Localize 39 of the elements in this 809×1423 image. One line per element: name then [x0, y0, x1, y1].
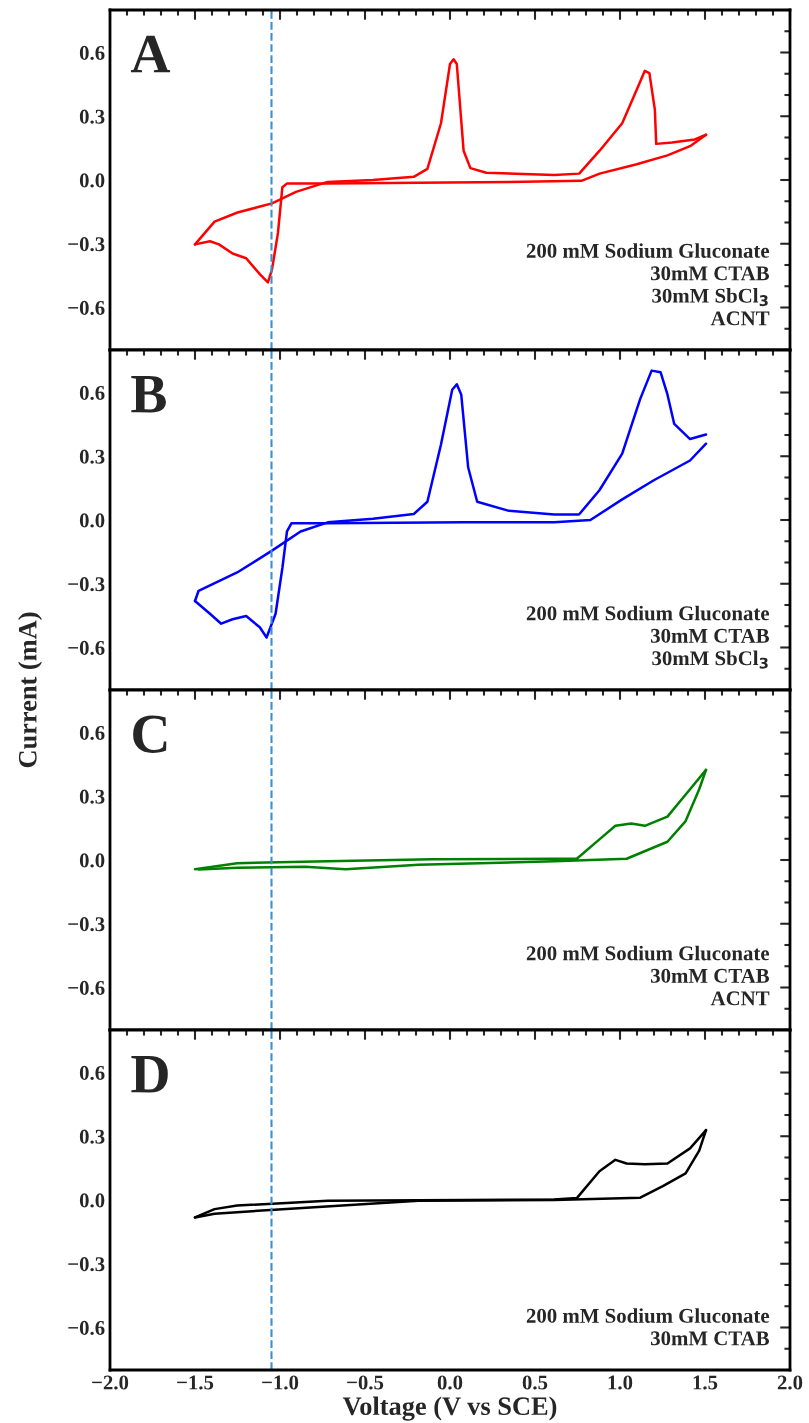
- annotation: C: [133, 715, 167, 753]
- annotation: 200 mM Sodium Gluconate 30mM CTAB 30mM SbCl$_{3}$ ACNT: [526, 243, 770, 326]
- x-tick-label: 1.5: [693, 1375, 718, 1390]
- y-tick-label: −0.6: [68, 300, 105, 316]
- x-axis-title: Voltage (V vs SCE): [342, 1396, 557, 1421]
- y-tick-label: 0.3: [79, 1129, 105, 1144]
- y-tick-label: −0.6: [68, 640, 105, 656]
- x-tick-label: −0.5: [347, 1375, 384, 1390]
- y-tick-label: 0.0: [79, 853, 105, 868]
- y-tick-label: 0.6: [79, 385, 105, 401]
- annotation: 200 mM Sodium Gluconate 30mM CTAB ACNT: [526, 945, 770, 1006]
- x-tick-label: −1.0: [262, 1375, 299, 1390]
- y-tick-label: −0.6: [68, 1320, 105, 1336]
- y-tick-label: 0.0: [79, 513, 105, 528]
- y-tick-label: −0.6: [68, 980, 105, 996]
- y-tick-label: 0.3: [79, 109, 105, 124]
- x-tick-label: 2.0: [777, 1375, 803, 1390]
- annotation: D: [131, 1055, 168, 1093]
- annotation: A: [130, 35, 171, 73]
- annotation: 200 mM Sodium Gluconate 30mM CTAB: [526, 1308, 770, 1346]
- annotation: B: [131, 375, 166, 413]
- y-tick-label: 0.0: [79, 173, 105, 188]
- y-tick-label: −0.3: [68, 577, 105, 592]
- y-tick-label: 0.3: [79, 789, 105, 804]
- y-tick-label: −0.3: [68, 917, 105, 932]
- y-tick-label: −0.3: [68, 237, 105, 252]
- x-tick-label: 0.0: [437, 1375, 463, 1390]
- y-tick-label: 0.6: [79, 1065, 105, 1081]
- x-tick-label: −2.0: [92, 1375, 129, 1390]
- x-tick-label: −1.5: [177, 1375, 214, 1390]
- y-tick-label: 0.6: [79, 45, 105, 61]
- annotation: 200 mM Sodium Gluconate 30mM CTAB 30mM SbCl$_{3}$: [526, 605, 770, 669]
- y-tick-label: −0.3: [68, 1257, 105, 1272]
- y-tick-label: 0.3: [79, 449, 105, 464]
- x-tick-label: 0.5: [522, 1375, 548, 1390]
- y-tick-label: 0.6: [79, 725, 105, 741]
- y-axis-title: Current (mA): [18, 612, 42, 768]
- y-tick-label: 0.0: [79, 1193, 105, 1208]
- x-tick-label: 1.0: [608, 1375, 633, 1390]
